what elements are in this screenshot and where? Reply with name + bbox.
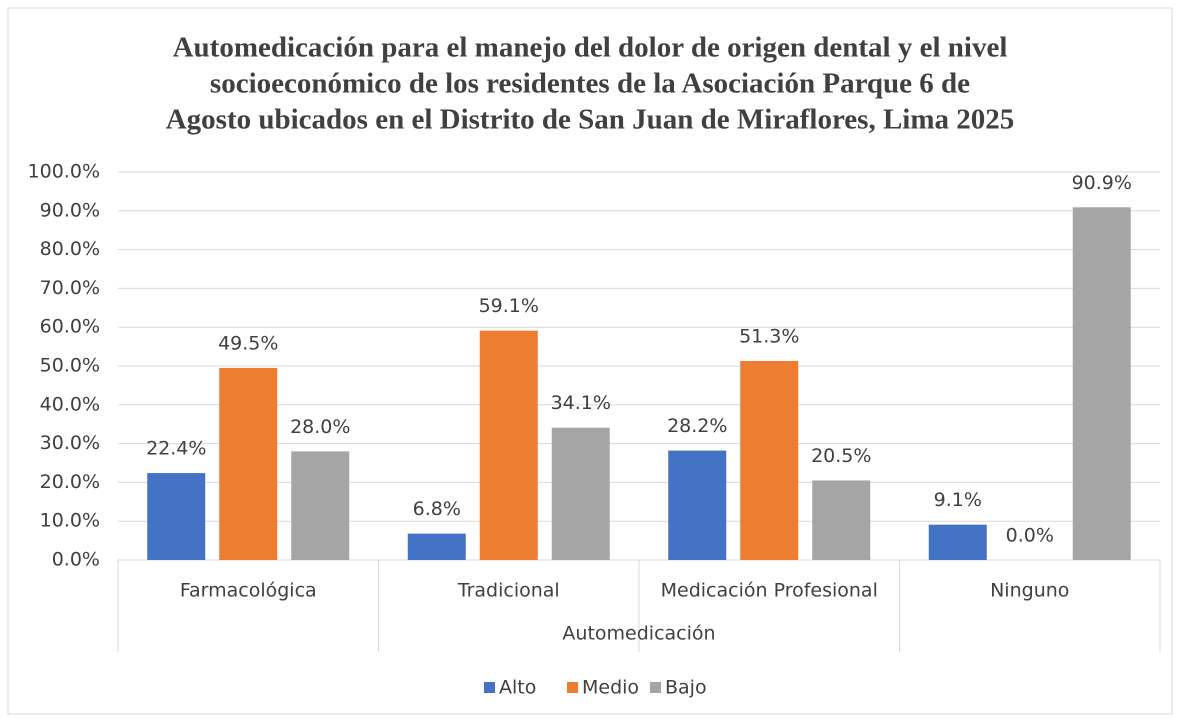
legend-swatch [484,682,495,693]
chart-title: Agosto ubicados en el Distrito de San Ju… [166,104,1015,136]
bar [551,427,610,560]
chart-title: socioeconómico de los residentes de la A… [210,68,970,100]
data-label: 34.1% [551,392,611,414]
chart-title: Automedicación para el manejo del dolor … [173,32,1008,64]
bar [291,451,350,560]
data-label: 90.9% [1072,172,1132,194]
y-tick-label: 70.0% [40,277,100,299]
y-tick-label: 90.0% [40,199,100,221]
legend-label: Alto [499,677,536,699]
bar [740,360,799,560]
x-axis-title: Automedicación [562,623,715,645]
data-label: 0.0% [1006,525,1054,547]
data-label: 59.1% [479,295,539,317]
x-tick-label: Medicación Profesional [661,580,878,602]
x-tick-label: Farmacológica [180,580,317,602]
data-label: 28.2% [667,415,727,437]
x-tick-label: Tradicional [457,580,560,602]
x-tick-label: Ninguno [990,580,1069,602]
data-label: 28.0% [290,416,350,438]
bar [928,524,987,560]
bar [479,330,538,560]
data-label: 22.4% [146,438,206,460]
bar [1072,207,1131,561]
data-label: 6.8% [413,498,461,520]
y-tick-label: 40.0% [40,393,100,415]
bar [812,480,871,560]
y-tick-label: 0.0% [52,549,100,571]
data-label: 9.1% [934,489,982,511]
y-tick-label: 10.0% [40,510,100,532]
y-tick-label: 50.0% [40,355,100,377]
legend-label: Medio [582,677,639,699]
bar [147,473,206,560]
y-tick-label: 80.0% [40,238,100,260]
y-tick-label: 60.0% [40,316,100,338]
bar [407,533,466,560]
bar [668,450,727,560]
legend-label: Bajo [665,677,707,699]
data-label: 20.5% [811,445,871,467]
data-label: 49.5% [218,332,278,354]
y-tick-label: 100.0% [28,161,100,183]
legend-swatch [567,682,578,693]
bar [219,367,278,560]
y-tick-label: 20.0% [40,471,100,493]
y-tick-label: 30.0% [40,432,100,454]
chart-border [7,7,1173,715]
legend-swatch [650,682,661,693]
data-label: 51.3% [739,325,799,347]
